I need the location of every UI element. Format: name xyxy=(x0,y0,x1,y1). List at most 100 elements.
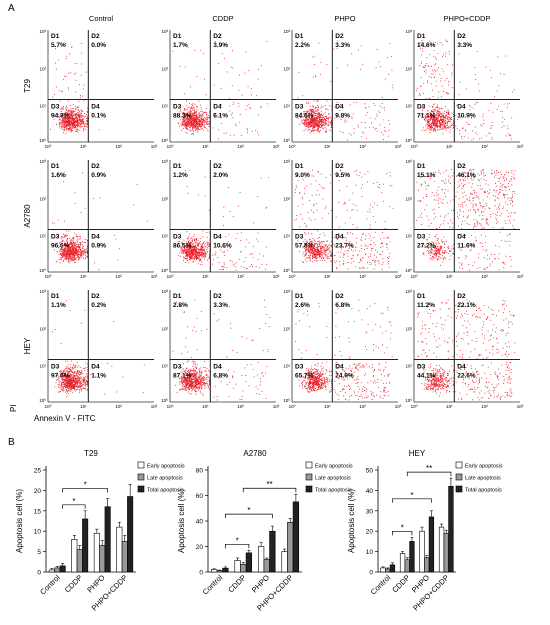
quadrant-value-d2: 2.0% xyxy=(213,172,228,179)
y-tick-label: 10⁰ xyxy=(39,268,46,273)
x-tick-label: CDDP xyxy=(390,573,411,594)
x-tick-label: 10¹ xyxy=(324,404,331,409)
bar xyxy=(216,570,223,573)
significance-bracket: * xyxy=(225,536,250,549)
significance-mark: * xyxy=(84,481,87,490)
y-tick-label: 10² xyxy=(39,196,46,201)
legend-label: Total apoptosis xyxy=(147,488,184,494)
quadrant-label-d3: D3 xyxy=(417,103,426,110)
quadrant-label-d1: D1 xyxy=(173,163,182,170)
quadrant-value-d1: 1.1% xyxy=(51,302,66,309)
y-tick-label: 50 xyxy=(366,468,374,475)
x-tick-label: 10³ xyxy=(151,274,158,279)
legend-swatch xyxy=(455,473,463,481)
quadrant-label-d1: D1 xyxy=(417,293,426,300)
legend-swatch xyxy=(305,461,313,469)
significance-mark: ** xyxy=(266,480,272,489)
y-tick-label: 10⁰ xyxy=(161,138,168,143)
legend-label: Early apoptosis xyxy=(465,464,503,470)
quadrant-label-d2: D2 xyxy=(91,33,100,40)
y-tick-label: 10⁰ xyxy=(283,268,290,273)
y-tick-label: 10¹ xyxy=(161,234,168,239)
quadrant-label-d3: D3 xyxy=(51,233,60,240)
y-tick-label: 10¹ xyxy=(161,364,168,369)
significance-mark: * xyxy=(410,491,413,500)
bar xyxy=(76,549,83,573)
panel-b-label: B xyxy=(8,437,15,448)
x-tick-label: 10¹ xyxy=(80,144,87,149)
y-tick-label: 10⁰ xyxy=(405,398,412,403)
column-title: PHPO xyxy=(334,14,355,23)
row-title: HEY xyxy=(23,337,32,354)
x-tick-label: 10⁰ xyxy=(411,274,418,279)
y-tick-label: 0 xyxy=(37,570,41,577)
significance-mark: * xyxy=(247,506,250,515)
dot-cloud xyxy=(294,299,393,401)
quadrant-label-d1: D1 xyxy=(295,293,304,300)
x-tick-label: 10⁰ xyxy=(411,404,418,409)
quadrant-label-d4: D4 xyxy=(91,103,100,110)
quadrant-value-d3: 87.1% xyxy=(173,372,192,379)
quadrant-value-d2: 9.5% xyxy=(335,172,350,179)
bar xyxy=(257,546,265,573)
bar xyxy=(448,486,454,573)
quadrant-label-d2: D2 xyxy=(457,163,466,170)
x-tick-label: 10⁰ xyxy=(45,144,52,149)
bar xyxy=(399,553,406,573)
bar xyxy=(82,518,89,573)
panel-a-label: A xyxy=(8,3,15,14)
y-tick-label: 10³ xyxy=(39,29,46,34)
y-tick-label: 10¹ xyxy=(405,104,412,109)
legend-label: Early apoptosis xyxy=(147,464,185,470)
flow-cytometry-grid: Control CDDP PHPO PHPO+CDDPT29A2780HEY10⁰10… xyxy=(23,14,524,409)
y-axis-title-pi: PI xyxy=(9,404,18,412)
x-tick-label: 10⁰ xyxy=(167,144,174,149)
quadrant-label-d2: D2 xyxy=(213,163,222,170)
dot-cloud xyxy=(416,169,516,271)
bar xyxy=(121,541,128,573)
quadrant-label-d2: D2 xyxy=(457,293,466,300)
quadrant-label-d1: D1 xyxy=(295,163,304,170)
legend-swatch xyxy=(305,485,313,493)
x-tick-label: 10¹ xyxy=(80,274,87,279)
x-tick-label: 10⁰ xyxy=(289,404,296,409)
quadrant-label-d2: D2 xyxy=(91,293,100,300)
y-tick-label: 0 xyxy=(199,570,203,577)
quadrant-value-d4: 10.6% xyxy=(213,242,232,249)
bar-chart-a2780: A2780 Apoptosis cell (%) 0 20 40 60 80 Control C… xyxy=(177,449,353,613)
y-tick-label: 25 xyxy=(34,468,42,475)
x-tick-label: 10¹ xyxy=(202,404,209,409)
legend-swatch xyxy=(137,485,145,493)
legend-label: Total apoptosis xyxy=(465,488,502,494)
significance-bracket: ** xyxy=(406,464,452,477)
y-tick-label: 0 xyxy=(369,570,373,577)
dot-cloud xyxy=(51,300,145,398)
x-axis-title-annexin: Annexin V - FITC xyxy=(34,414,96,423)
y-tick-label: 10³ xyxy=(39,289,46,294)
y-tick-label: 5 xyxy=(37,549,41,556)
bar xyxy=(127,496,134,573)
quadrant-value-d3: 86.5% xyxy=(173,242,192,249)
bar xyxy=(389,564,396,573)
y-tick-label: 10³ xyxy=(39,159,46,164)
quadrant-label-d4: D4 xyxy=(213,233,222,240)
x-tick-label: 10³ xyxy=(395,404,402,409)
y-tick-label: 10³ xyxy=(161,289,168,294)
y-tick-label: 10² xyxy=(161,196,168,201)
x-tick-label: 10² xyxy=(359,274,366,279)
y-tick-label: 10² xyxy=(39,66,46,71)
quadrant-label-d2: D2 xyxy=(91,163,100,170)
quadrant-label-d4: D4 xyxy=(335,363,344,370)
row-title: T29 xyxy=(23,79,32,93)
quadrant-label-d4: D4 xyxy=(213,103,222,110)
quadrant-value-d1: 1.6% xyxy=(51,172,66,179)
